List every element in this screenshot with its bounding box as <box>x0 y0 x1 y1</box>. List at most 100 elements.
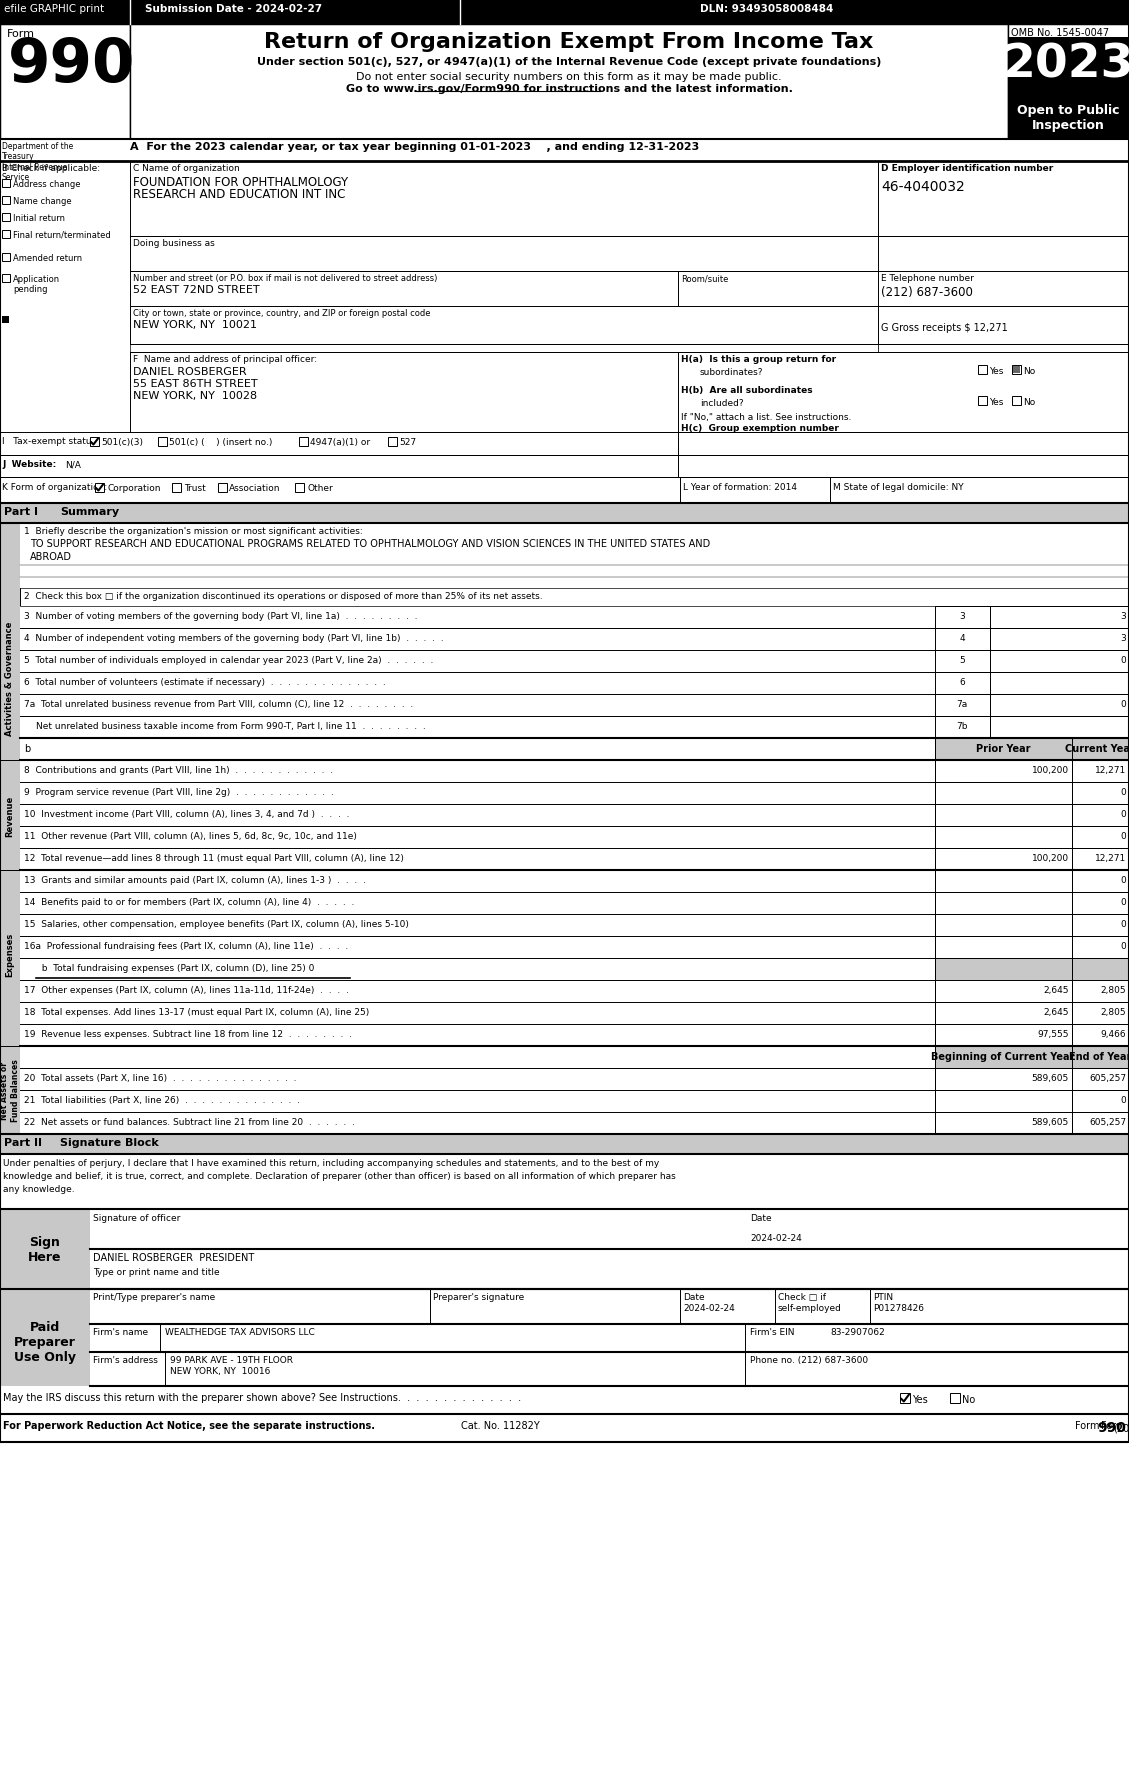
Bar <box>0 162 130 337</box>
Bar <box>935 782 1073 804</box>
Text: Room/suite: Room/suite <box>681 274 728 283</box>
Bar <box>2 317 9 324</box>
Text: Under section 501(c), 527, or 4947(a)(1) of the Internal Revenue Code (except pr: Under section 501(c), 527, or 4947(a)(1)… <box>256 57 882 68</box>
Text: 19  Revenue less expenses. Subtract line 18 from line 12  .  .  .  .  .  .  .  .: 19 Revenue less expenses. Subtract line … <box>24 1030 352 1039</box>
Text: 5  Total number of individuals employed in calendar year 2023 (Part V, line 2a) : 5 Total number of individuals employed i… <box>24 656 434 665</box>
Text: Summary: Summary <box>60 506 120 517</box>
Text: 0: 0 <box>1120 788 1126 797</box>
Bar <box>935 1112 1073 1135</box>
Bar <box>900 1394 910 1402</box>
Text: 4  Number of independent voting members of the governing body (Part VI, line 1b): 4 Number of independent voting members o… <box>24 634 444 643</box>
Text: For Paperwork Reduction Act Notice, see the separate instructions.: For Paperwork Reduction Act Notice, see … <box>3 1420 375 1431</box>
Text: 990: 990 <box>8 36 135 94</box>
Text: Corporation: Corporation <box>107 483 160 494</box>
Bar <box>990 629 1129 650</box>
Bar <box>299 438 308 447</box>
Bar <box>20 959 935 980</box>
Bar <box>679 456 1129 478</box>
Bar <box>20 827 935 848</box>
Bar <box>1073 959 1129 980</box>
Text: Firm's name: Firm's name <box>93 1328 148 1336</box>
Text: Signature Block: Signature Block <box>60 1137 159 1148</box>
Text: Other: Other <box>307 483 333 494</box>
Bar <box>990 695 1129 716</box>
Text: b  Total fundraising expenses (Part IX, column (D), line 25) 0: b Total fundraising expenses (Part IX, c… <box>36 964 314 973</box>
Bar <box>2 232 10 239</box>
Text: NEW YORK, NY  10021: NEW YORK, NY 10021 <box>133 319 257 330</box>
Bar <box>935 695 990 716</box>
Text: 0: 0 <box>1120 920 1126 928</box>
Bar <box>0 504 1129 524</box>
Bar <box>935 629 990 650</box>
Bar <box>2 253 10 262</box>
Bar <box>0 871 20 1060</box>
Text: 2,805: 2,805 <box>1101 985 1126 994</box>
Text: DLN: 93493058008484: DLN: 93493058008484 <box>700 4 833 14</box>
Text: 2024-02-24: 2024-02-24 <box>683 1303 735 1312</box>
Text: E Telephone number: E Telephone number <box>881 274 974 283</box>
Bar <box>0 25 1129 1442</box>
Bar <box>935 761 1073 782</box>
Bar <box>90 1288 1129 1324</box>
Text: 0: 0 <box>1120 700 1126 709</box>
Bar <box>0 478 1129 504</box>
Bar <box>935 959 1073 980</box>
Text: 46-4040032: 46-4040032 <box>881 180 965 194</box>
Text: Number and street (or P.O. box if mail is not delivered to street address): Number and street (or P.O. box if mail i… <box>133 274 437 283</box>
Text: 2  Check this box □ if the organization discontinued its operations or disposed : 2 Check this box □ if the organization d… <box>24 592 543 601</box>
Text: 0: 0 <box>1120 809 1126 818</box>
Text: WEALTHEDGE TAX ADVISORS LLC: WEALTHEDGE TAX ADVISORS LLC <box>165 1328 315 1336</box>
Text: Submission Date - 2024-02-27: Submission Date - 2024-02-27 <box>145 4 322 14</box>
Bar <box>1073 761 1129 782</box>
Text: Sign
Here: Sign Here <box>28 1235 62 1263</box>
Text: H(a)  Is this a group return for: H(a) Is this a group return for <box>681 355 837 364</box>
Bar <box>1013 367 1019 374</box>
Bar <box>935 1025 1073 1046</box>
Bar <box>90 438 99 447</box>
Text: Open to Public
Inspection: Open to Public Inspection <box>1017 103 1119 132</box>
Bar <box>20 606 935 629</box>
Bar <box>1073 1091 1129 1112</box>
Text: 6: 6 <box>960 677 965 686</box>
Text: 55 EAST 86TH STREET: 55 EAST 86TH STREET <box>133 380 257 388</box>
Text: any knowledge.: any knowledge. <box>3 1185 75 1194</box>
Bar <box>935 1003 1073 1025</box>
Text: 9  Program service revenue (Part VIII, line 2g)  .  .  .  .  .  .  .  .  .  .  .: 9 Program service revenue (Part VIII, li… <box>24 788 334 797</box>
Text: subordinates?: subordinates? <box>700 367 763 376</box>
Text: NEW YORK, NY  10016: NEW YORK, NY 10016 <box>170 1367 270 1376</box>
Bar <box>1073 980 1129 1003</box>
Text: TO SUPPORT RESEARCH AND EDUCATIONAL PROGRAMS RELATED TO OPHTHALMOLOGY AND VISION: TO SUPPORT RESEARCH AND EDUCATIONAL PROG… <box>30 538 710 549</box>
Bar <box>172 483 181 494</box>
Text: Yes: Yes <box>989 367 1004 376</box>
Text: 2,805: 2,805 <box>1101 1007 1126 1016</box>
Text: (212) 687-3600: (212) 687-3600 <box>881 285 973 299</box>
Text: Form: Form <box>1075 1420 1103 1431</box>
Text: Amended return: Amended return <box>14 253 82 264</box>
Bar <box>20 804 935 827</box>
Bar <box>935 871 1073 893</box>
Bar <box>388 438 397 447</box>
Text: 20  Total assets (Part X, line 16)  .  .  .  .  .  .  .  .  .  .  .  .  .  .  .: 20 Total assets (Part X, line 16) . . . … <box>24 1073 297 1082</box>
Bar <box>679 353 1129 433</box>
Text: Yes: Yes <box>912 1394 928 1404</box>
Bar <box>20 782 935 804</box>
Bar <box>20 716 935 738</box>
Text: D Employer identification number: D Employer identification number <box>881 164 1053 173</box>
Text: Cat. No. 11282Y: Cat. No. 11282Y <box>461 1420 540 1431</box>
Text: 501(c) (    ) (insert no.): 501(c) ( ) (insert no.) <box>169 438 272 447</box>
Text: Trust: Trust <box>184 483 205 494</box>
Bar <box>878 162 1129 237</box>
Bar <box>90 1324 1129 1353</box>
Bar <box>1073 937 1129 959</box>
Bar <box>130 237 878 273</box>
Text: 3: 3 <box>960 611 965 620</box>
Text: Association: Association <box>229 483 280 494</box>
Text: G Gross receipts $ 12,271: G Gross receipts $ 12,271 <box>881 323 1008 333</box>
Text: Return of Organization Exempt From Income Tax: Return of Organization Exempt From Incom… <box>264 32 874 52</box>
Text: No: No <box>1023 397 1035 406</box>
Text: 0: 0 <box>1120 656 1126 665</box>
Bar <box>130 344 878 353</box>
Bar <box>1073 804 1129 827</box>
Text: 6  Total number of volunteers (estimate if necessary)  .  .  .  .  .  .  .  .  .: 6 Total number of volunteers (estimate i… <box>24 677 386 686</box>
Bar <box>0 1415 1129 1442</box>
